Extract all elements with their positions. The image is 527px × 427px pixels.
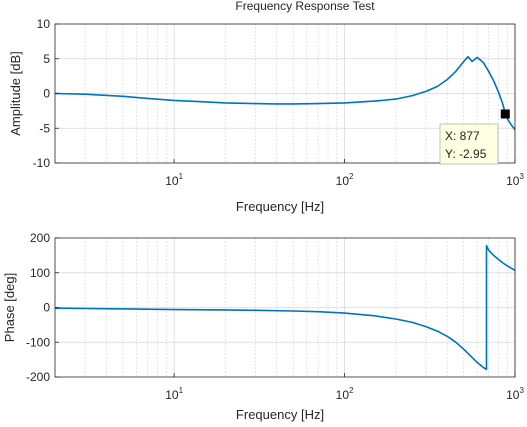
chart-title: Frequency Response Test: [235, 0, 375, 13]
y-tick-label: -10: [33, 156, 51, 170]
y-tick-label: 100: [30, 266, 50, 280]
x-tick-label: 101: [165, 386, 183, 402]
x-tick-label: 103: [506, 172, 524, 188]
y-tick-label: -200: [26, 370, 50, 384]
y-tick-label: 10: [37, 17, 51, 31]
y-axis-label: Phase [deg]: [2, 273, 17, 342]
datatip-marker: [500, 109, 510, 119]
datatip-box: [439, 123, 499, 165]
series-line: [54, 244, 516, 371]
x-tick-label: 102: [336, 172, 354, 188]
series-line: [54, 55, 516, 131]
y-tick-label: 200: [30, 231, 50, 245]
x-axis-label: Frequency [Hz]: [236, 199, 324, 214]
chart-2: -200 -100 0 100 200 101 102 103 Frequency [Hz] Ph…: [2, 231, 524, 422]
y-tick-label: -100: [26, 335, 50, 349]
y-axis-label: Amplitude [dB]: [8, 51, 23, 136]
x-tick-label: 103: [506, 386, 524, 402]
x-axis-label: Frequency [Hz]: [236, 407, 324, 422]
datatip-y-text: Y: -2.95: [445, 147, 487, 161]
datatip-x-text: X: 877: [445, 129, 480, 143]
x-tick-label: 101: [165, 172, 183, 188]
x-tick-label: 102: [336, 386, 354, 402]
y-tick-label: 0: [43, 301, 50, 315]
y-tick-label: 0: [43, 87, 50, 101]
y-tick-label: -5: [39, 121, 50, 135]
y-tick-label: 5: [43, 52, 50, 66]
chart-1: -10 -5 0 5 10 101 102 103 Frequency [Hz] Amplitud…: [8, 0, 524, 214]
